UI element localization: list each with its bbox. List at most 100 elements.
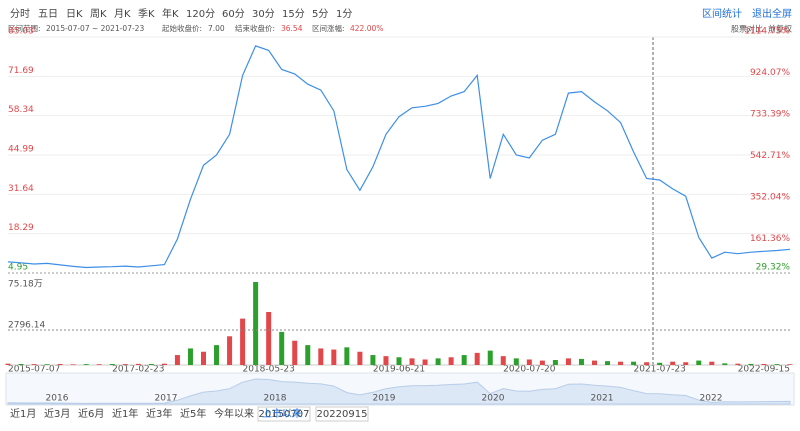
period-tab[interactable]: 分时 <box>10 8 30 20</box>
volume-bar <box>305 345 311 365</box>
y-tick-label: 75.18万 <box>8 280 43 290</box>
date-input[interactable] <box>315 406 369 422</box>
period-tab[interactable]: 周K <box>90 8 107 20</box>
toolbar-action[interactable]: 退出全屏 <box>752 7 792 20</box>
x-tick-label: 2020-07-20 <box>503 365 556 375</box>
period-tab[interactable]: 五日 <box>38 9 58 20</box>
y-tick-label: 58.34 <box>8 105 34 115</box>
navigator-year: 2019 <box>373 394 396 404</box>
volume-bar <box>500 356 506 365</box>
period-tab[interactable]: 15分 <box>282 8 305 20</box>
range-button[interactable]: 今年以来 <box>214 407 254 420</box>
volume-bar <box>552 360 558 365</box>
range-button[interactable]: 近5年 <box>180 407 206 420</box>
volume-bar <box>109 364 115 365</box>
toolbar-action[interactable]: 区间统计 <box>702 7 742 20</box>
volume-bar <box>683 362 689 365</box>
volume-bar <box>513 358 519 365</box>
x-tick-label: 2021-07-23 <box>634 365 686 375</box>
volume-bar <box>253 282 259 365</box>
x-tick-label: 2018-05-23 <box>243 365 295 375</box>
volume-bar <box>631 361 637 365</box>
period-tab[interactable]: 月K <box>114 8 131 20</box>
start-date[interactable]: 20150707 <box>259 409 310 420</box>
range-button[interactable]: 近3月 <box>44 407 70 420</box>
volume-bar <box>122 364 128 365</box>
volume-bar <box>161 363 167 365</box>
y-tick-label: 71.69 <box>8 66 34 76</box>
info-range: 2015-07-07 ~ 2021-07-23 <box>46 24 144 33</box>
y2-tick-label: 542.71% <box>750 151 790 161</box>
volume-bar <box>748 363 754 365</box>
info-start-label: 起始收盘价: <box>162 23 202 33</box>
volume-bar <box>96 364 102 365</box>
period-tab[interactable]: 120分 <box>186 8 215 20</box>
x-tick-label: 2017-02-23 <box>112 365 164 375</box>
info-change: 422.00% <box>350 24 383 33</box>
volume-bar <box>461 355 467 365</box>
volume-bar <box>31 364 37 365</box>
period-tab[interactable]: 日K <box>66 9 83 20</box>
info-right[interactable]: 前复权 <box>768 24 792 34</box>
volume-bar <box>735 363 741 365</box>
volume-bar <box>774 364 780 365</box>
x-tick-label: 2019-06-21 <box>373 365 425 375</box>
volume-bar <box>422 359 428 365</box>
period-tab[interactable]: 季K <box>138 8 155 20</box>
range-button[interactable]: 近3年 <box>146 407 172 420</box>
volume-bar <box>696 360 702 365</box>
volume-bar <box>435 358 441 365</box>
volume-bar <box>331 349 337 365</box>
y-tick-label: 18.29 <box>8 223 34 233</box>
volume-bar <box>370 355 376 365</box>
volume-bar <box>539 360 545 365</box>
y-tick-label: 31.64 <box>8 184 34 194</box>
volume-bar <box>526 359 532 365</box>
y-tick-label: 44.99 <box>8 145 34 155</box>
volume-bar <box>605 361 611 365</box>
info-right[interactable]: 股票对比 <box>731 24 763 34</box>
volume-bar <box>187 348 193 365</box>
y2-tick-label: 924.07% <box>750 68 790 78</box>
period-tab[interactable]: 60分 <box>222 8 245 20</box>
volume-bar <box>657 362 663 365</box>
period-tab[interactable]: 30分 <box>252 8 275 20</box>
volume-bar <box>174 355 180 365</box>
volume-bar <box>214 345 220 365</box>
volume-bar <box>44 364 50 365</box>
info-start: 7.00 <box>208 24 225 33</box>
y2-tick-label: 733.39% <box>750 109 790 119</box>
volume-bar <box>565 358 571 365</box>
volume-bar <box>70 364 76 365</box>
range-button[interactable]: 近6月 <box>78 407 104 420</box>
range-button[interactable]: 上市以来 <box>262 407 302 420</box>
range-button[interactable]: 近1月 <box>10 407 36 420</box>
range-button[interactable]: 近1年 <box>112 407 138 420</box>
volume-bar <box>227 336 233 365</box>
volume-bar <box>344 347 350 365</box>
x-tick-label: 2022-09-15 <box>738 365 790 375</box>
volume-bar <box>18 364 24 365</box>
end-date[interactable]: 20220915 <box>317 409 368 420</box>
volume-bar <box>5 363 11 365</box>
volume-bar <box>670 361 676 365</box>
info-end-label: 结束收盘价: <box>235 23 275 33</box>
y2-tick-label: 352.04% <box>750 192 790 202</box>
navigator-year: 2017 <box>155 394 178 404</box>
y2-tick-label: 1114.75% <box>744 27 790 37</box>
navigator-year: 2016 <box>46 394 69 404</box>
period-tab[interactable]: 1分 <box>336 8 352 20</box>
date-input[interactable] <box>257 406 311 422</box>
volume-bar <box>83 364 89 365</box>
volume-bar <box>644 362 650 365</box>
period-tab[interactable]: 5分 <box>312 8 328 20</box>
navigator-year: 2018 <box>264 394 287 404</box>
volume-bar <box>474 352 480 365</box>
y2-tick-label: 161.36% <box>750 234 790 244</box>
navigator-area <box>7 378 791 405</box>
info-range-label: 区间范围: <box>8 23 41 33</box>
period-tab[interactable]: 年K <box>162 7 179 20</box>
volume-bar <box>318 348 324 365</box>
y-tick-label: 4.95 <box>8 263 28 273</box>
